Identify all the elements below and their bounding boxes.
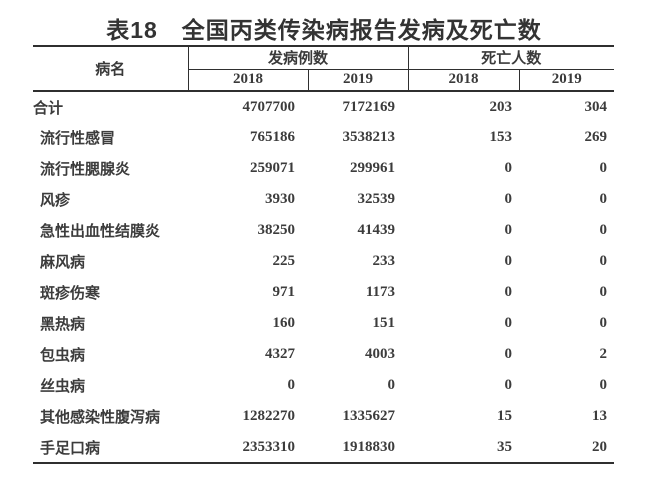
cell-deaths-2019: 20: [592, 438, 608, 455]
cell-cases-2018: 0: [287, 377, 296, 393]
column-group-cases: 发病例数: [188, 46, 409, 70]
cell-cases-2019: 7172169: [342, 98, 396, 115]
table-row: 流行性腮腺炎 259071 299961 0 0: [33, 153, 614, 184]
cell-deaths-2018: 153: [489, 129, 513, 145]
cell-deaths-2018: 0: [504, 160, 513, 176]
cell-cases-2018: 2353310: [242, 438, 296, 455]
cell-cases-2019: 151: [372, 315, 396, 331]
table-row: 流行性感冒 765186 3538213 153 269: [33, 122, 614, 153]
cell-deaths-2018: 0: [504, 253, 513, 269]
table-row: 斑疹伤寒 971 1173 0 0: [33, 277, 614, 308]
table-header: 病名 发病例数 死亡人数 2018 2019 2018 2019: [33, 46, 615, 92]
cell-deaths-2018: 203: [489, 98, 513, 115]
cell-cases-2019: 1335627: [342, 408, 396, 424]
cell-cases-2019: 299961: [350, 160, 396, 176]
cell-deaths-2018: 0: [504, 315, 513, 331]
table-row: 手足口病 2353310 1918830 35 20: [33, 432, 614, 463]
cell-deaths-2018: 0: [504, 191, 513, 207]
cell-cases-2019: 41439: [357, 222, 396, 238]
cell-deaths-2019: 0: [599, 284, 608, 300]
cell-disease-name: 手足口病: [40, 439, 101, 457]
cell-deaths-2018: 0: [504, 222, 513, 238]
column-header-disease-name: 病名: [33, 46, 189, 92]
cell-deaths-2018: 0: [504, 377, 513, 393]
cell-cases-2018: 225: [272, 253, 296, 269]
cell-deaths-2019: 0: [599, 191, 608, 207]
cell-deaths-2018: 35: [497, 438, 513, 455]
cell-deaths-2019: 13: [592, 408, 608, 424]
cell-disease-name: 其他感染性腹泻病: [40, 409, 161, 426]
cell-deaths-2019: 0: [599, 222, 608, 238]
table-row: 黑热病 160 151 0 0: [33, 308, 614, 339]
cell-cases-2018: 765186: [250, 129, 295, 145]
cell-deaths-2019: 0: [599, 160, 608, 176]
cell-cases-2019: 1173: [365, 284, 396, 300]
table-row: 急性出血性结膜炎 38250 41439 0 0: [33, 215, 614, 246]
cell-disease-name: 麻风病: [40, 254, 86, 271]
cell-cases-2019: 233: [372, 253, 396, 269]
cell-deaths-2019: 304: [584, 98, 608, 115]
cell-disease-name: 流行性感冒: [40, 130, 116, 147]
cell-deaths-2019: 269: [584, 129, 608, 145]
cell-deaths-2018: 0: [504, 346, 513, 362]
table-body: 合计 4707700 7172169 203 304 流行性感冒 765186 3538213…: [33, 91, 614, 463]
cell-disease-name: 斑疹伤寒: [40, 285, 101, 302]
cell-deaths-2018: 0: [504, 284, 513, 300]
cell-cases-2019: 1918830: [342, 438, 396, 455]
column-header-deaths-2019: 2019: [519, 69, 615, 92]
cell-disease-name: 丝虫病: [40, 378, 86, 395]
column-group-deaths: 死亡人数: [408, 46, 615, 70]
cell-disease-name: 风疹: [40, 192, 71, 209]
disease-stats-table: 病名 发病例数 死亡人数 2018 2019 2018 2019 合计 47077…: [33, 45, 615, 464]
cell-disease-name: 急性出血性结膜炎: [40, 223, 161, 240]
cell-cases-2019: 0: [387, 377, 396, 393]
cell-deaths-2019: 0: [599, 253, 608, 269]
cell-cases-2018: 3930: [265, 191, 295, 207]
cell-deaths-2019: 0: [599, 315, 608, 331]
cell-cases-2019: 4003: [365, 346, 396, 362]
cell-cases-2018: 259071: [250, 160, 295, 176]
table-row: 风疹 3930 32539 0 0: [33, 184, 614, 215]
table-row: 麻风病 225 233 0 0: [33, 246, 614, 277]
table-row: 合计 4707700 7172169 203 304: [33, 91, 614, 122]
cell-cases-2019: 3538213: [342, 129, 396, 145]
cell-deaths-2019: 2: [599, 346, 608, 362]
column-header-cases-2019: 2019: [308, 69, 409, 92]
cell-cases-2018: 38250: [257, 222, 296, 238]
cell-cases-2018: 4327: [265, 346, 295, 362]
table-row: 包虫病 4327 4003 0 2: [33, 339, 614, 370]
cell-cases-2018: 4707700: [242, 98, 296, 115]
column-header-deaths-2018: 2018: [408, 69, 520, 92]
cell-cases-2018: 160: [272, 315, 296, 331]
cell-cases-2019: 32539: [357, 191, 396, 207]
cell-disease-name: 流行性腮腺炎: [40, 161, 131, 178]
table-row: 丝虫病 0 0 0 0: [33, 370, 614, 401]
cell-deaths-2018: 15: [497, 408, 513, 424]
cell-cases-2018: 971: [272, 284, 296, 300]
cell-cases-2018: 1282270: [242, 408, 296, 424]
page-title: 表18 全国丙类传染病报告发病及死亡数: [106, 17, 542, 43]
table-row: 其他感染性腹泻病 1282270 1335627 15 13: [33, 401, 614, 432]
cell-disease-name: 包虫病: [40, 347, 86, 364]
cell-deaths-2019: 0: [599, 377, 608, 393]
cell-disease-name: 黑热病: [40, 316, 86, 333]
cell-disease-name: 合计: [33, 99, 64, 117]
column-header-cases-2018: 2018: [188, 69, 309, 92]
